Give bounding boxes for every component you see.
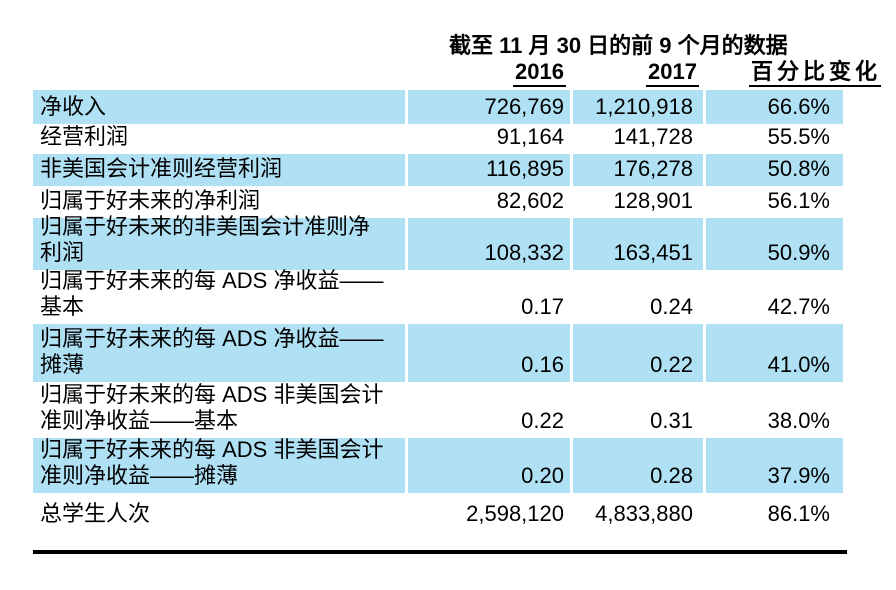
value-2017: 141,728 [613,124,693,149]
value-percent-change: 38.0% [767,408,830,433]
row-label: 非美国会计准则经营利润 [33,154,405,186]
value-percent-change: 86.1% [767,501,830,526]
column-header-2016: 2016 [513,60,566,87]
value-2016: 726,769 [408,90,570,124]
value-2016: 116,895 [408,154,570,186]
value-percent-change: 50.8% [706,154,843,186]
value-2016: 82,602 [496,188,564,213]
value-2017: 0.22 [573,324,703,382]
row-label: 归属于好未来的每 ADS 净收益—— 摊薄 [33,324,405,382]
value-2017: 0.28 [573,438,703,493]
column-headers-row: 2016 2017 百分比变化 [0,60,896,88]
value-2016: 0.17 [521,294,564,319]
value-2017: 176,278 [573,154,703,186]
value-percent-change: 41.0% [706,324,843,382]
value-percent-change: 66.6% [706,90,843,124]
row-label: 总学生人次 [40,501,151,526]
value-2016: 91,164 [496,124,564,149]
row-label: 净收入 [33,90,405,124]
value-percent-change: 50.9% [706,218,843,270]
value-percent-change: 42.7% [767,294,830,319]
value-2017: 1,210,918 [573,90,703,124]
row-label: 归属于好未来的净利润 [40,188,261,213]
financial-table: 净收入 726,769 1,210,918 66.6% 经营利润 91,164 141,72… [33,90,843,531]
period-header: 截至 11 月 30 日的前 9 个月的数据 [449,33,788,58]
table-bottom-rule [33,550,847,554]
row-label: 归属于好未来的非美国会计准则净 利润 [33,214,405,270]
value-2016: 0.22 [521,408,564,433]
column-header-2017: 2017 [646,60,699,87]
value-percent-change: 37.9% [706,438,843,493]
row-label: 归属于好未来的每 ADS 净收益—— 基本 [40,268,384,319]
value-2017: 0.24 [650,294,693,319]
value-2016: 0.20 [408,438,570,493]
value-2017: 128,901 [613,188,693,213]
row-label: 归属于好未来的每 ADS 非美国会计 准则净收益——摊薄 [33,437,405,493]
value-2016: 2,598,120 [466,501,564,526]
row-label: 归属于好未来的每 ADS 非美国会计 准则净收益——基本 [40,382,384,433]
value-2016: 0.16 [408,324,570,382]
column-header-percent-change: 百分比变化 [748,60,881,87]
value-2017: 4,833,880 [595,501,693,526]
value-percent-change: 55.5% [767,124,830,149]
value-2017: 0.31 [650,408,693,433]
row-label: 经营利润 [40,124,129,149]
value-percent-change: 56.1% [767,188,830,213]
value-2017: 163,451 [573,218,703,270]
value-2016: 108,332 [408,218,570,270]
